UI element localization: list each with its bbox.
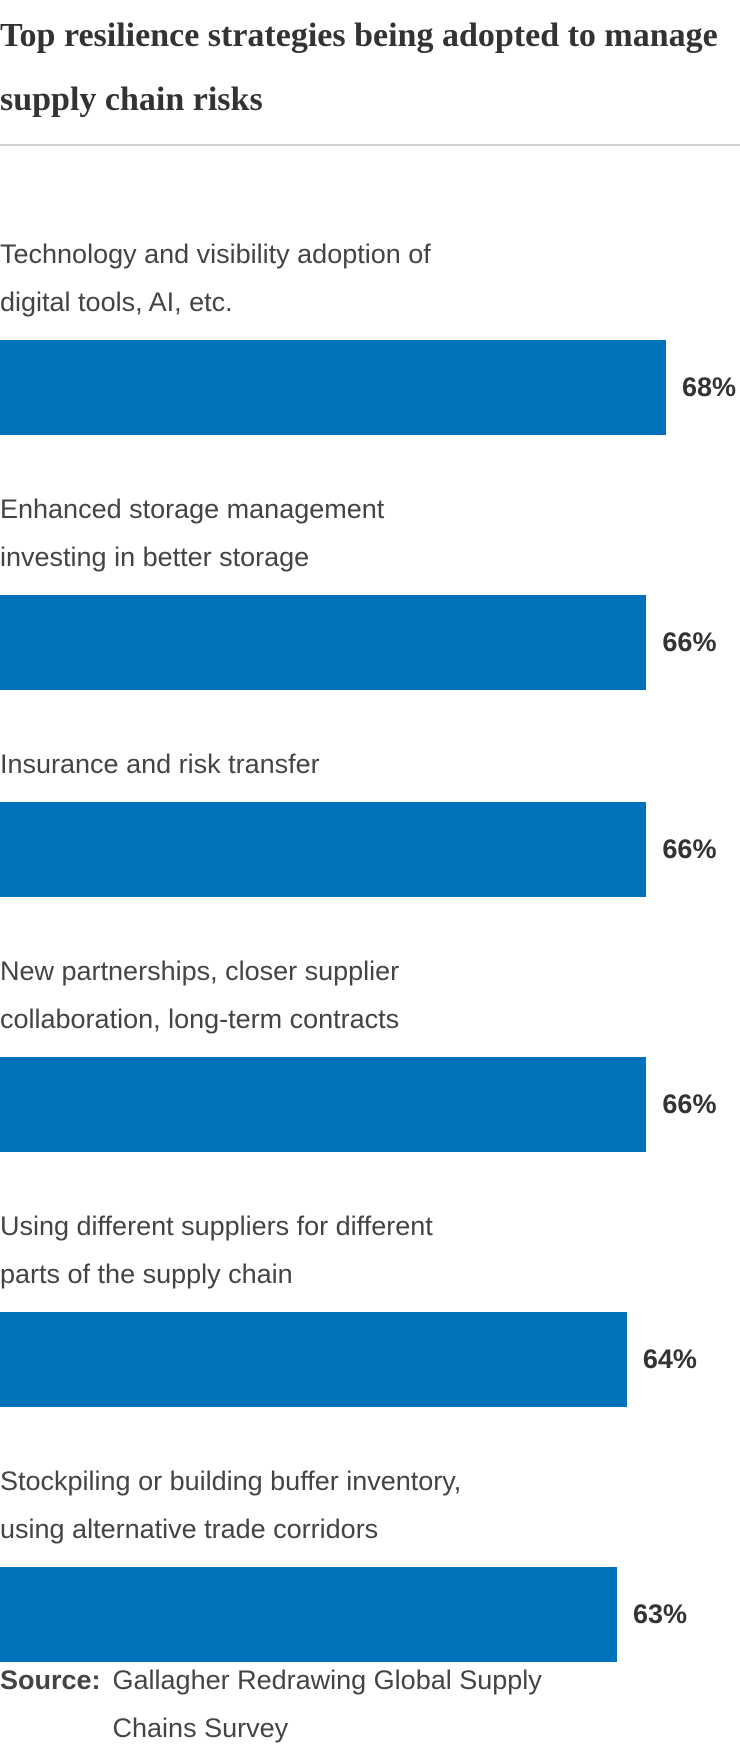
category-label: Enhanced storage management investing in…: [0, 494, 385, 572]
bar-line: 66%: [0, 802, 740, 897]
bar: [0, 340, 666, 435]
bar: [0, 1567, 618, 1662]
source: Source: Gallagher Redrawing Global Suppl…: [0, 1656, 740, 1752]
bar-line: 64%: [0, 1312, 740, 1407]
category-label: Technology and visibility adoption of di…: [0, 239, 431, 317]
page: Top resilience strategies being adopted …: [0, 4, 740, 1754]
value-label: 66%: [662, 1089, 717, 1119]
bar-row: New partnerships, closer supplier collab…: [0, 947, 740, 1152]
chart-title: Top resilience strategies being adopted …: [0, 17, 718, 118]
bar-row: Enhanced storage management investing in…: [0, 485, 740, 690]
value-label: 63%: [633, 1599, 688, 1629]
bar-list: Technology and visibility adoption of di…: [0, 230, 740, 1662]
category-label: Using different suppliers for different …: [0, 1211, 433, 1289]
bar-row: Using different suppliers for different …: [0, 1202, 740, 1407]
divider: [0, 144, 740, 146]
bar: [0, 802, 647, 897]
category-label: Insurance and risk transfer: [0, 749, 320, 779]
value-label: 66%: [662, 627, 717, 657]
bar-row: Technology and visibility adoption of di…: [0, 230, 740, 435]
bar: [0, 1057, 647, 1152]
bar-line: 68%: [0, 340, 740, 435]
bar-line: 66%: [0, 1057, 740, 1152]
bar-line: 63%: [0, 1567, 740, 1662]
bar: [0, 595, 647, 690]
bar: [0, 1312, 627, 1407]
bar-row: Insurance and risk transfer 66%: [0, 740, 740, 897]
source-text: Gallagher Redrawing Global Supply Chains…: [112, 1665, 542, 1743]
bar-row: Stockpiling or building buffer inventory…: [0, 1457, 740, 1662]
category-label: Stockpiling or building buffer inventory…: [0, 1466, 462, 1544]
value-label: 68%: [682, 372, 737, 402]
category-label: New partnerships, closer supplier collab…: [0, 956, 400, 1034]
value-label: 66%: [662, 834, 717, 864]
value-label: 64%: [642, 1344, 697, 1374]
bar-line: 66%: [0, 595, 740, 690]
source-label: Source:: [0, 1665, 101, 1695]
